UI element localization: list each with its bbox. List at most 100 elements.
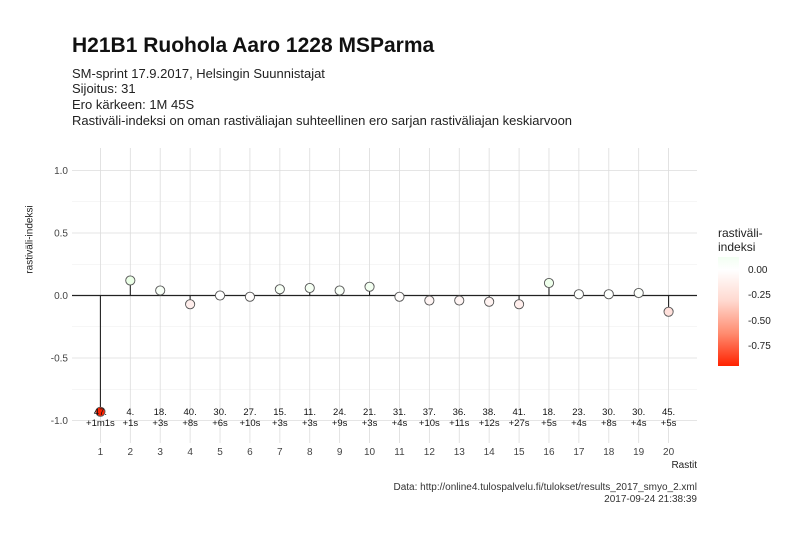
data-point [454, 295, 465, 306]
annotation-rank: 30. [213, 407, 226, 418]
x-tick-label: 3 [157, 447, 163, 458]
y-tick-label: 1.0 [54, 166, 68, 177]
data-point [155, 285, 166, 296]
annotation-rank: 40. [184, 407, 197, 418]
annotation-rank: 41. [512, 407, 525, 418]
x-tick-label: 11 [394, 447, 405, 458]
annotation-rank: 11. [303, 407, 316, 418]
annotation-rank: 30. [632, 407, 645, 418]
annotation-diff: +9s [332, 418, 348, 429]
x-tick-label: 8 [307, 447, 313, 458]
annotation-diff: +3s [272, 418, 288, 429]
subtitle-line-3: Ero kärkeen: 1M 45S [72, 97, 195, 112]
data-point [244, 291, 255, 302]
data-point [424, 295, 435, 306]
annotation-rank: 47. [94, 407, 107, 418]
annotation-rank: 45. [662, 407, 675, 418]
subtitle-line-4: Rastiväli-indeksi on oman rastiväliajan … [72, 113, 573, 128]
annotation-rank: 37. [423, 407, 436, 418]
data-point [543, 277, 555, 289]
data-point [603, 289, 614, 300]
legend-tick: -0.50 [748, 316, 771, 327]
data-point [573, 289, 584, 300]
data-point [274, 284, 285, 295]
x-tick-label: 19 [633, 447, 645, 458]
x-tick-label: 20 [663, 447, 675, 458]
x-tick-label: 16 [543, 447, 555, 458]
annotation-diff: +3s [152, 418, 168, 429]
annotation-diff: +10s [239, 418, 260, 429]
annotation-diff: +5s [541, 418, 557, 429]
data-point [514, 299, 525, 310]
data-point [304, 282, 315, 294]
data-point [125, 275, 136, 286]
annotation-rank: 15. [273, 407, 286, 418]
subtitle-line-1: SM-sprint 17.9.2017, Helsingin Suunnista… [72, 66, 325, 81]
data-point [185, 299, 196, 310]
annotation-diff: +6s [212, 418, 228, 429]
annotation-rank: 23. [572, 407, 585, 418]
annotation-rank: 24. [333, 407, 346, 418]
y-tick-label: 0.0 [54, 291, 68, 302]
data-point [633, 287, 644, 299]
chart-title: H21B1 Ruohola Aaro 1228 MSParma [72, 34, 435, 57]
data-point [214, 290, 226, 301]
x-tick-label: 9 [337, 447, 343, 458]
x-tick-label: 13 [454, 447, 466, 458]
annotation-diff: +10s [419, 418, 440, 429]
y-tick-label: 0.5 [54, 229, 68, 240]
legend-colorbar [718, 257, 739, 366]
data-point [364, 281, 375, 292]
x-tick-label: 18 [603, 447, 615, 458]
annotation-diff: +3s [302, 418, 318, 429]
x-axis-label: Rastit [671, 460, 697, 471]
annotation-diff: +8s [601, 418, 617, 429]
annotation-diff: +4s [631, 418, 647, 429]
legend-title: rastiväli- indeksi [718, 226, 763, 254]
annotation-rank: 18. [542, 407, 555, 418]
annotation-diff: +8s [182, 418, 198, 429]
x-tick-label: 1 [98, 447, 104, 458]
annotation-diff: +12s [479, 418, 500, 429]
y-tick-label: -1.0 [51, 416, 69, 427]
data-point [663, 306, 674, 317]
annotation-rank: 18. [154, 407, 167, 418]
data-point [334, 285, 345, 296]
legend-title-line-2: indeksi [718, 240, 756, 254]
annotation-diff: +1s [123, 418, 139, 429]
annotation-rank: 4. [126, 407, 134, 418]
y-tick-label: -0.5 [51, 354, 69, 365]
x-tick-label: 17 [573, 447, 585, 458]
subtitle-line-2: Sijoitus: 31 [72, 81, 136, 96]
x-tick-label: 10 [364, 447, 376, 458]
legend-tick: -0.25 [748, 290, 771, 301]
x-tick-label: 15 [514, 447, 526, 458]
x-tick-label: 14 [484, 447, 496, 458]
timestamp-caption: 2017-09-24 21:38:39 [604, 494, 697, 505]
annotation-diff: +1m1s [86, 418, 115, 429]
x-tick-label: 5 [217, 447, 223, 458]
data-source-caption: Data: http://online4.tulospalvelu.fi/tul… [393, 482, 697, 493]
x-tick-label: 12 [424, 447, 436, 458]
x-tick-label: 2 [128, 447, 134, 458]
annotation-rank: 36. [453, 407, 466, 418]
annotation-diff: +4s [571, 418, 587, 429]
annotation-diff: +11s [449, 418, 469, 429]
x-tick-label: 6 [247, 447, 253, 458]
annotation-rank: 38. [483, 407, 496, 418]
data-point [394, 291, 405, 302]
legend-title-line-1: rastiväli- [718, 226, 763, 240]
x-tick-label: 4 [187, 447, 193, 458]
annotation-rank: 27. [243, 407, 256, 418]
annotation-rank: 21. [363, 407, 376, 418]
legend-tick: 0.00 [748, 265, 768, 276]
annotation-diff: +4s [392, 418, 408, 429]
annotation-diff: +3s [362, 418, 378, 429]
annotation-rank: 30. [602, 407, 615, 418]
annotation-rank: 31. [393, 407, 406, 418]
x-tick-label: 7 [277, 447, 283, 458]
legend-tick: -0.75 [748, 341, 771, 352]
data-point [95, 406, 106, 417]
annotation-diff: +27s [509, 418, 530, 429]
